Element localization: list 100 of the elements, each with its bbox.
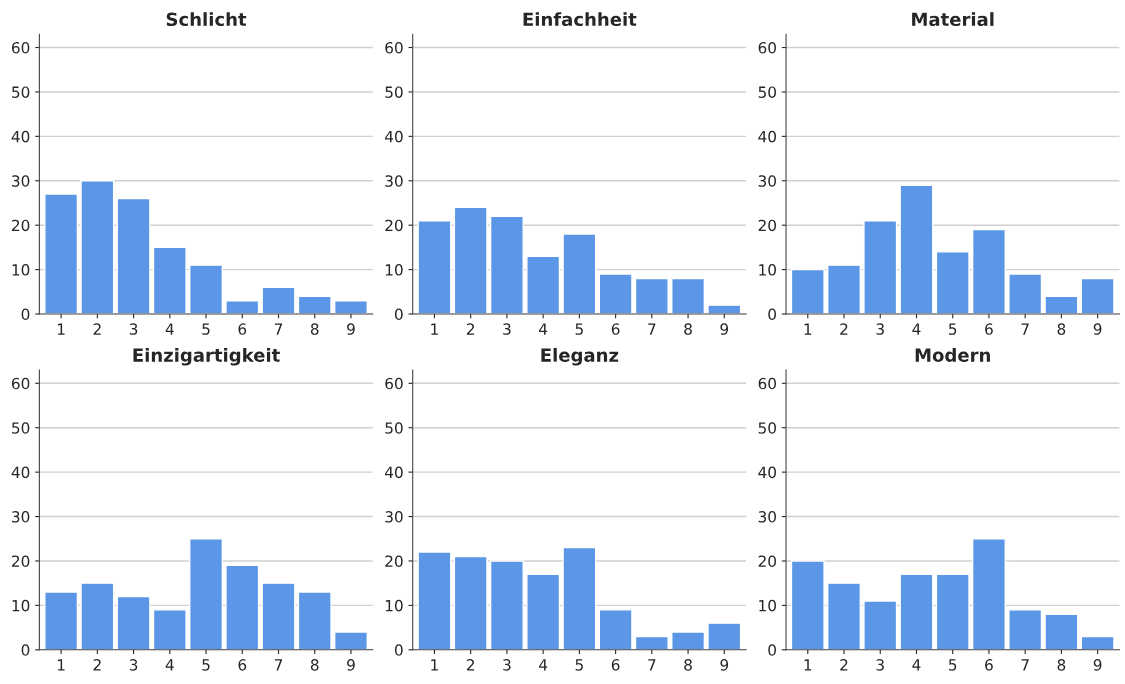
bar xyxy=(453,555,488,650)
x-tick-label: 9 xyxy=(1093,659,1102,671)
bar xyxy=(489,215,524,315)
bar xyxy=(707,304,742,315)
x-tick-label: 5 xyxy=(575,323,583,335)
x-tick-label: 5 xyxy=(575,659,583,671)
bar xyxy=(152,609,187,650)
y-tick-label: 30 xyxy=(12,175,30,187)
bar xyxy=(417,551,452,650)
y-tick-label: 10 xyxy=(12,264,30,276)
y-tick-label: 50 xyxy=(12,86,30,98)
bar xyxy=(598,273,633,315)
x-tick-label: 1 xyxy=(804,659,812,671)
y-tick-label: 40 xyxy=(758,130,776,143)
bar xyxy=(863,220,898,315)
x-tick-label: 6 xyxy=(611,659,620,671)
x-tick-label: 8 xyxy=(310,323,319,335)
y-tick-label: 20 xyxy=(12,219,30,232)
x-tick-label: 5 xyxy=(949,659,957,671)
bar xyxy=(1008,609,1043,650)
y-tick-label: 20 xyxy=(758,219,776,232)
y-tick-label: 40 xyxy=(384,466,403,479)
bar xyxy=(935,573,970,650)
y-tick-label: 50 xyxy=(385,422,403,434)
y-tick-label: 0 xyxy=(21,308,30,321)
x-tick-label: 8 xyxy=(1057,323,1066,335)
bar xyxy=(827,582,862,650)
bar xyxy=(671,631,706,650)
bar xyxy=(1044,295,1079,315)
bar xyxy=(333,299,368,315)
y-tick-label: 10 xyxy=(385,599,403,612)
x-tick-label: 8 xyxy=(684,323,692,335)
x-tick-label: 9 xyxy=(347,323,355,335)
y-tick-label: 40 xyxy=(11,130,30,143)
bar xyxy=(225,299,260,315)
x-tick-label: 1 xyxy=(431,323,438,335)
bar xyxy=(417,220,452,315)
y-tick-label: 50 xyxy=(385,86,403,98)
x-tick-label: 6 xyxy=(985,659,993,671)
y-tick-label: 50 xyxy=(758,86,776,98)
y-tick-label: 50 xyxy=(12,422,30,434)
x-tick-label: 7 xyxy=(648,659,656,671)
y-tick-label: 0 xyxy=(768,308,776,321)
x-tick-label: 2 xyxy=(840,659,848,671)
x-tick-label: 1 xyxy=(57,659,65,671)
bar xyxy=(44,591,79,650)
bar xyxy=(152,246,187,315)
y-tick-label: 40 xyxy=(384,130,403,143)
bar xyxy=(790,560,825,650)
x-tick-label: 9 xyxy=(720,323,729,335)
bar xyxy=(80,180,115,315)
bar xyxy=(562,546,597,650)
y-tick-label: 10 xyxy=(12,599,30,612)
x-tick-label: 3 xyxy=(876,323,884,335)
x-tick-label: 3 xyxy=(129,659,138,671)
x-tick-label: 1 xyxy=(804,323,812,335)
bar xyxy=(297,591,332,650)
x-tick-label: 4 xyxy=(165,323,174,335)
bar xyxy=(899,184,934,315)
bar xyxy=(1080,635,1115,650)
x-tick-label: 2 xyxy=(93,323,101,335)
bar xyxy=(634,277,669,315)
x-tick-label: 5 xyxy=(202,659,210,671)
y-tick-label: 10 xyxy=(759,264,776,276)
x-tick-label: 9 xyxy=(720,659,729,671)
bar xyxy=(707,622,742,650)
y-tick-label: 20 xyxy=(385,219,403,232)
x-tick-label: 6 xyxy=(238,659,247,671)
bar xyxy=(634,635,669,650)
x-tick-label: 6 xyxy=(238,323,247,335)
x-tick-label: 2 xyxy=(840,323,848,335)
x-tick-label: 1 xyxy=(57,323,65,335)
y-tick-label: 30 xyxy=(385,175,403,187)
x-tick-label: 2 xyxy=(466,323,475,335)
chart-title: Eleganz xyxy=(541,347,619,366)
bar xyxy=(1008,273,1043,315)
bar xyxy=(261,286,296,315)
x-tick-label: 9 xyxy=(1093,323,1102,335)
chart-title: Einzigartigkeit xyxy=(133,347,280,366)
y-tick-label: 30 xyxy=(12,511,30,523)
x-tick-label: 7 xyxy=(274,659,283,671)
bar xyxy=(1080,277,1115,315)
x-tick-label: 7 xyxy=(274,323,283,335)
bar xyxy=(863,600,898,650)
y-tick-label: 0 xyxy=(21,644,30,656)
bar xyxy=(297,295,332,315)
bar xyxy=(935,251,970,315)
y-tick-label: 20 xyxy=(385,555,403,567)
chart-title: Material xyxy=(912,12,994,27)
bar xyxy=(671,277,706,315)
y-tick-label: 40 xyxy=(11,466,30,479)
x-tick-label: 2 xyxy=(93,659,101,671)
y-tick-label: 30 xyxy=(385,511,403,523)
y-tick-label: 60 xyxy=(758,377,776,390)
bar xyxy=(225,564,260,650)
chart-title: Modern xyxy=(915,347,990,362)
x-tick-label: 3 xyxy=(876,659,884,671)
x-tick-label: 4 xyxy=(912,659,921,671)
x-tick-label: 7 xyxy=(1021,659,1029,671)
y-tick-label: 60 xyxy=(385,41,403,54)
